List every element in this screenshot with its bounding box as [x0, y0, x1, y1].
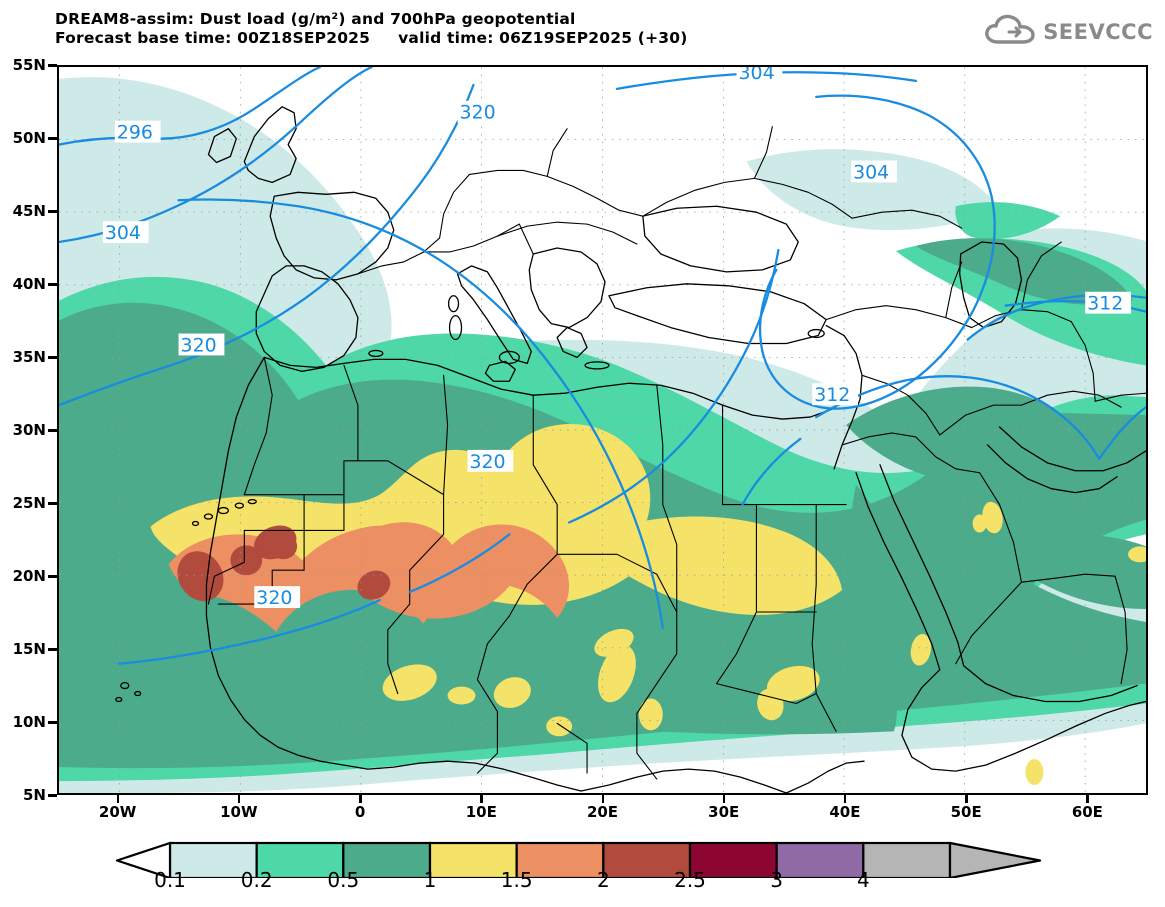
x-tick-mark — [237, 795, 241, 803]
colorbar-swatches — [115, 841, 1042, 880]
x-tick-label: 50E — [950, 803, 982, 821]
page-title: DREAM8-assim: Dust load (g/m²) and 700hP… — [55, 10, 576, 28]
svg-text:320: 320 — [469, 451, 505, 473]
svg-text:320: 320 — [256, 587, 292, 609]
y-tick-mark — [48, 210, 57, 213]
svg-text:312: 312 — [814, 384, 850, 406]
y-tick-label: 50N — [12, 129, 46, 147]
x-tick-mark — [722, 795, 726, 803]
x-tick-mark — [116, 795, 120, 803]
seevccc-logo: SEEVCCC — [984, 14, 1153, 50]
colorbar[interactable]: 0.1 0.2 0.5 1 1.5 2 2.5 3 4 — [0, 838, 1165, 907]
y-tick-label: 35N — [12, 348, 46, 366]
map-canvas: 296 304 304 304 312 312 320 320 320 320 — [59, 67, 1146, 793]
y-tick-mark — [48, 283, 57, 286]
colorbar-cell[interactable] — [775, 841, 865, 880]
y-tick-mark — [48, 648, 57, 651]
x-tick-label: 20W — [98, 803, 137, 821]
svg-text:304: 304 — [738, 67, 774, 84]
chart-title-block: DREAM8-assim: Dust load (g/m²) and 700hP… — [55, 10, 688, 48]
y-tick-label: 55N — [12, 56, 46, 74]
y-tick-mark — [48, 502, 57, 505]
svg-text:304: 304 — [853, 161, 889, 183]
y-tick-label: 15N — [12, 640, 46, 658]
y-tick-label: 10N — [12, 713, 46, 731]
x-tick-label: 10W — [220, 803, 258, 821]
geopotential-contours — [59, 67, 1146, 665]
colorbar-tick-label: 4 — [856, 868, 870, 892]
x-tick-label: 0 — [354, 803, 366, 821]
x-tick-mark — [843, 795, 847, 803]
colorbar-tick-label: 1 — [423, 868, 437, 892]
cloud-icon — [984, 14, 1036, 50]
y-tick-label: 5N — [23, 786, 46, 804]
y-tick-mark — [48, 794, 57, 797]
y-tick-mark — [48, 356, 57, 359]
x-tick-label: 30E — [708, 803, 740, 821]
colorbar-over-cap — [948, 841, 1042, 880]
colorbar-tick-label: 2.5 — [674, 868, 706, 892]
colorbar-cell[interactable] — [255, 841, 345, 880]
x-tick-mark — [601, 795, 604, 803]
contour-labels: 296 304 304 304 312 312 320 320 320 320 — [102, 67, 1132, 609]
y-tick-label: 25N — [12, 494, 46, 512]
x-tick-mark — [480, 795, 483, 803]
map-plot-area[interactable]: 296 304 304 304 312 312 320 320 320 320 — [57, 65, 1148, 795]
x-tick-label: 60E — [1071, 803, 1103, 821]
dust-load-contours — [59, 77, 1146, 793]
coastlines-and-borders — [115, 106, 1146, 793]
y-tick-mark — [48, 64, 57, 67]
svg-text:312: 312 — [1087, 293, 1123, 315]
y-tick-mark — [48, 575, 57, 578]
colorbar-tick-label: 0.2 — [240, 868, 273, 892]
colorbar-tick-label: 1.5 — [500, 868, 533, 892]
x-tick-label: 10E — [465, 803, 497, 821]
chart-subtitle: Forecast base time: 00Z18SEP2025 valid t… — [55, 28, 688, 47]
y-tick-label: 30N — [12, 421, 46, 439]
x-tick-mark — [359, 795, 362, 803]
x-tick-label: 20E — [586, 803, 619, 821]
y-tick-mark — [48, 721, 57, 724]
svg-text:304: 304 — [105, 222, 141, 244]
y-tick-mark — [48, 137, 57, 140]
x-tick-mark — [1086, 795, 1089, 803]
colorbar-tick-label: 0.5 — [327, 868, 360, 892]
map-gridlines — [59, 67, 1146, 793]
colorbar-under-cap — [115, 841, 172, 880]
colorbar-cell[interactable] — [862, 841, 952, 880]
y-tick-label: 20N — [12, 567, 46, 585]
colorbar-tick-label: 3 — [770, 868, 784, 892]
colorbar-cell[interactable] — [342, 841, 432, 880]
colorbar-cell[interactable] — [515, 841, 605, 880]
svg-text:320: 320 — [181, 334, 217, 356]
y-tick-mark — [48, 429, 57, 432]
logo-text: SEEVCCC — [1043, 20, 1153, 44]
colorbar-tick-label: 2 — [596, 868, 610, 892]
svg-text:320: 320 — [460, 102, 496, 124]
colorbar-tick-label: 0.1 — [154, 868, 186, 892]
colorbar-cell[interactable] — [688, 841, 778, 880]
y-tick-label: 40N — [12, 275, 46, 293]
x-tick-mark — [965, 795, 968, 803]
x-tick-label: 40E — [829, 803, 861, 821]
y-tick-label: 45N — [12, 202, 46, 220]
svg-text:296: 296 — [117, 122, 153, 144]
